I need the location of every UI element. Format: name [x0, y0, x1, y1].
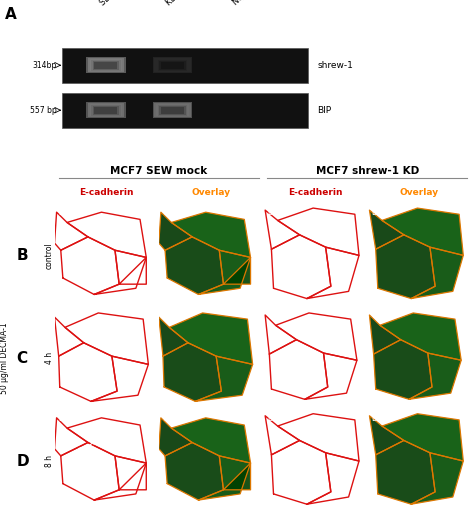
- Polygon shape: [199, 456, 251, 500]
- Polygon shape: [199, 250, 251, 295]
- Polygon shape: [374, 340, 432, 399]
- Bar: [90, 59, 122, 72]
- Bar: [93, 61, 119, 70]
- Text: B3: B3: [267, 208, 277, 217]
- Text: MCF7 SEW mock: MCF7 SEW mock: [110, 166, 208, 176]
- Text: BIP: BIP: [318, 106, 332, 115]
- Polygon shape: [369, 210, 404, 249]
- Bar: [90, 104, 122, 116]
- Polygon shape: [223, 463, 251, 490]
- Text: B1: B1: [59, 208, 69, 217]
- Text: D3: D3: [267, 414, 278, 423]
- Text: Overlay: Overlay: [400, 188, 439, 197]
- Polygon shape: [159, 418, 192, 456]
- Bar: [153, 58, 192, 73]
- Bar: [91, 105, 121, 115]
- Polygon shape: [195, 356, 253, 401]
- Polygon shape: [165, 237, 223, 295]
- Bar: [94, 62, 118, 68]
- Polygon shape: [376, 440, 435, 504]
- Polygon shape: [380, 313, 461, 360]
- Polygon shape: [411, 453, 463, 504]
- Bar: [158, 105, 187, 115]
- Text: KD shrew-1: KD shrew-1: [164, 0, 206, 7]
- Bar: [93, 106, 119, 115]
- Bar: [86, 102, 126, 118]
- Polygon shape: [159, 212, 192, 250]
- Text: D: D: [17, 454, 29, 469]
- Polygon shape: [411, 247, 463, 299]
- Polygon shape: [165, 442, 223, 500]
- Polygon shape: [171, 212, 251, 258]
- Polygon shape: [382, 414, 463, 461]
- Text: C2: C2: [163, 311, 173, 320]
- Text: control: control: [45, 242, 54, 269]
- Bar: [161, 62, 184, 68]
- Bar: [86, 58, 126, 73]
- Bar: [91, 60, 121, 71]
- Bar: [62, 47, 308, 83]
- Text: A: A: [5, 7, 17, 22]
- Bar: [88, 58, 124, 73]
- Bar: [156, 104, 189, 116]
- Polygon shape: [163, 343, 221, 401]
- Text: D4: D4: [372, 414, 382, 423]
- Bar: [158, 60, 187, 71]
- Text: C: C: [17, 351, 27, 366]
- Text: E-cadherin: E-cadherin: [288, 188, 342, 197]
- Text: 557 bp: 557 bp: [30, 106, 57, 115]
- Polygon shape: [159, 317, 188, 356]
- Text: B2: B2: [163, 208, 173, 217]
- Bar: [62, 93, 308, 128]
- Polygon shape: [409, 353, 461, 399]
- Polygon shape: [376, 235, 435, 299]
- Text: 8 h: 8 h: [45, 455, 54, 467]
- Text: SEW mock: SEW mock: [98, 0, 137, 7]
- Text: 50 µg/ml DECMA-1: 50 µg/ml DECMA-1: [0, 322, 9, 394]
- Bar: [161, 107, 184, 114]
- Text: E-cadherin: E-cadherin: [80, 188, 134, 197]
- Text: Overlay: Overlay: [191, 188, 230, 197]
- Polygon shape: [223, 258, 251, 284]
- Bar: [155, 104, 191, 117]
- Bar: [153, 102, 192, 118]
- Bar: [94, 107, 118, 114]
- Bar: [156, 59, 189, 72]
- Text: B4: B4: [372, 208, 382, 217]
- Bar: [155, 58, 191, 73]
- Text: D1: D1: [59, 414, 69, 423]
- Text: C4: C4: [372, 311, 382, 320]
- Text: shrew-1: shrew-1: [318, 61, 354, 70]
- Polygon shape: [382, 208, 463, 255]
- Bar: [159, 61, 186, 70]
- Polygon shape: [169, 313, 253, 365]
- Text: B: B: [17, 248, 28, 263]
- Text: Neg. control: Neg. control: [231, 0, 275, 7]
- Text: C3: C3: [267, 311, 277, 320]
- Polygon shape: [369, 315, 401, 354]
- Text: D2: D2: [163, 414, 173, 423]
- Text: MCF7 shrew-1 KD: MCF7 shrew-1 KD: [316, 166, 419, 176]
- Bar: [88, 104, 124, 117]
- Polygon shape: [369, 416, 404, 455]
- Text: C1: C1: [59, 311, 69, 320]
- Text: 4 h: 4 h: [45, 352, 54, 364]
- Polygon shape: [171, 418, 251, 463]
- Text: 314bp: 314bp: [33, 61, 57, 70]
- Bar: [159, 106, 186, 115]
